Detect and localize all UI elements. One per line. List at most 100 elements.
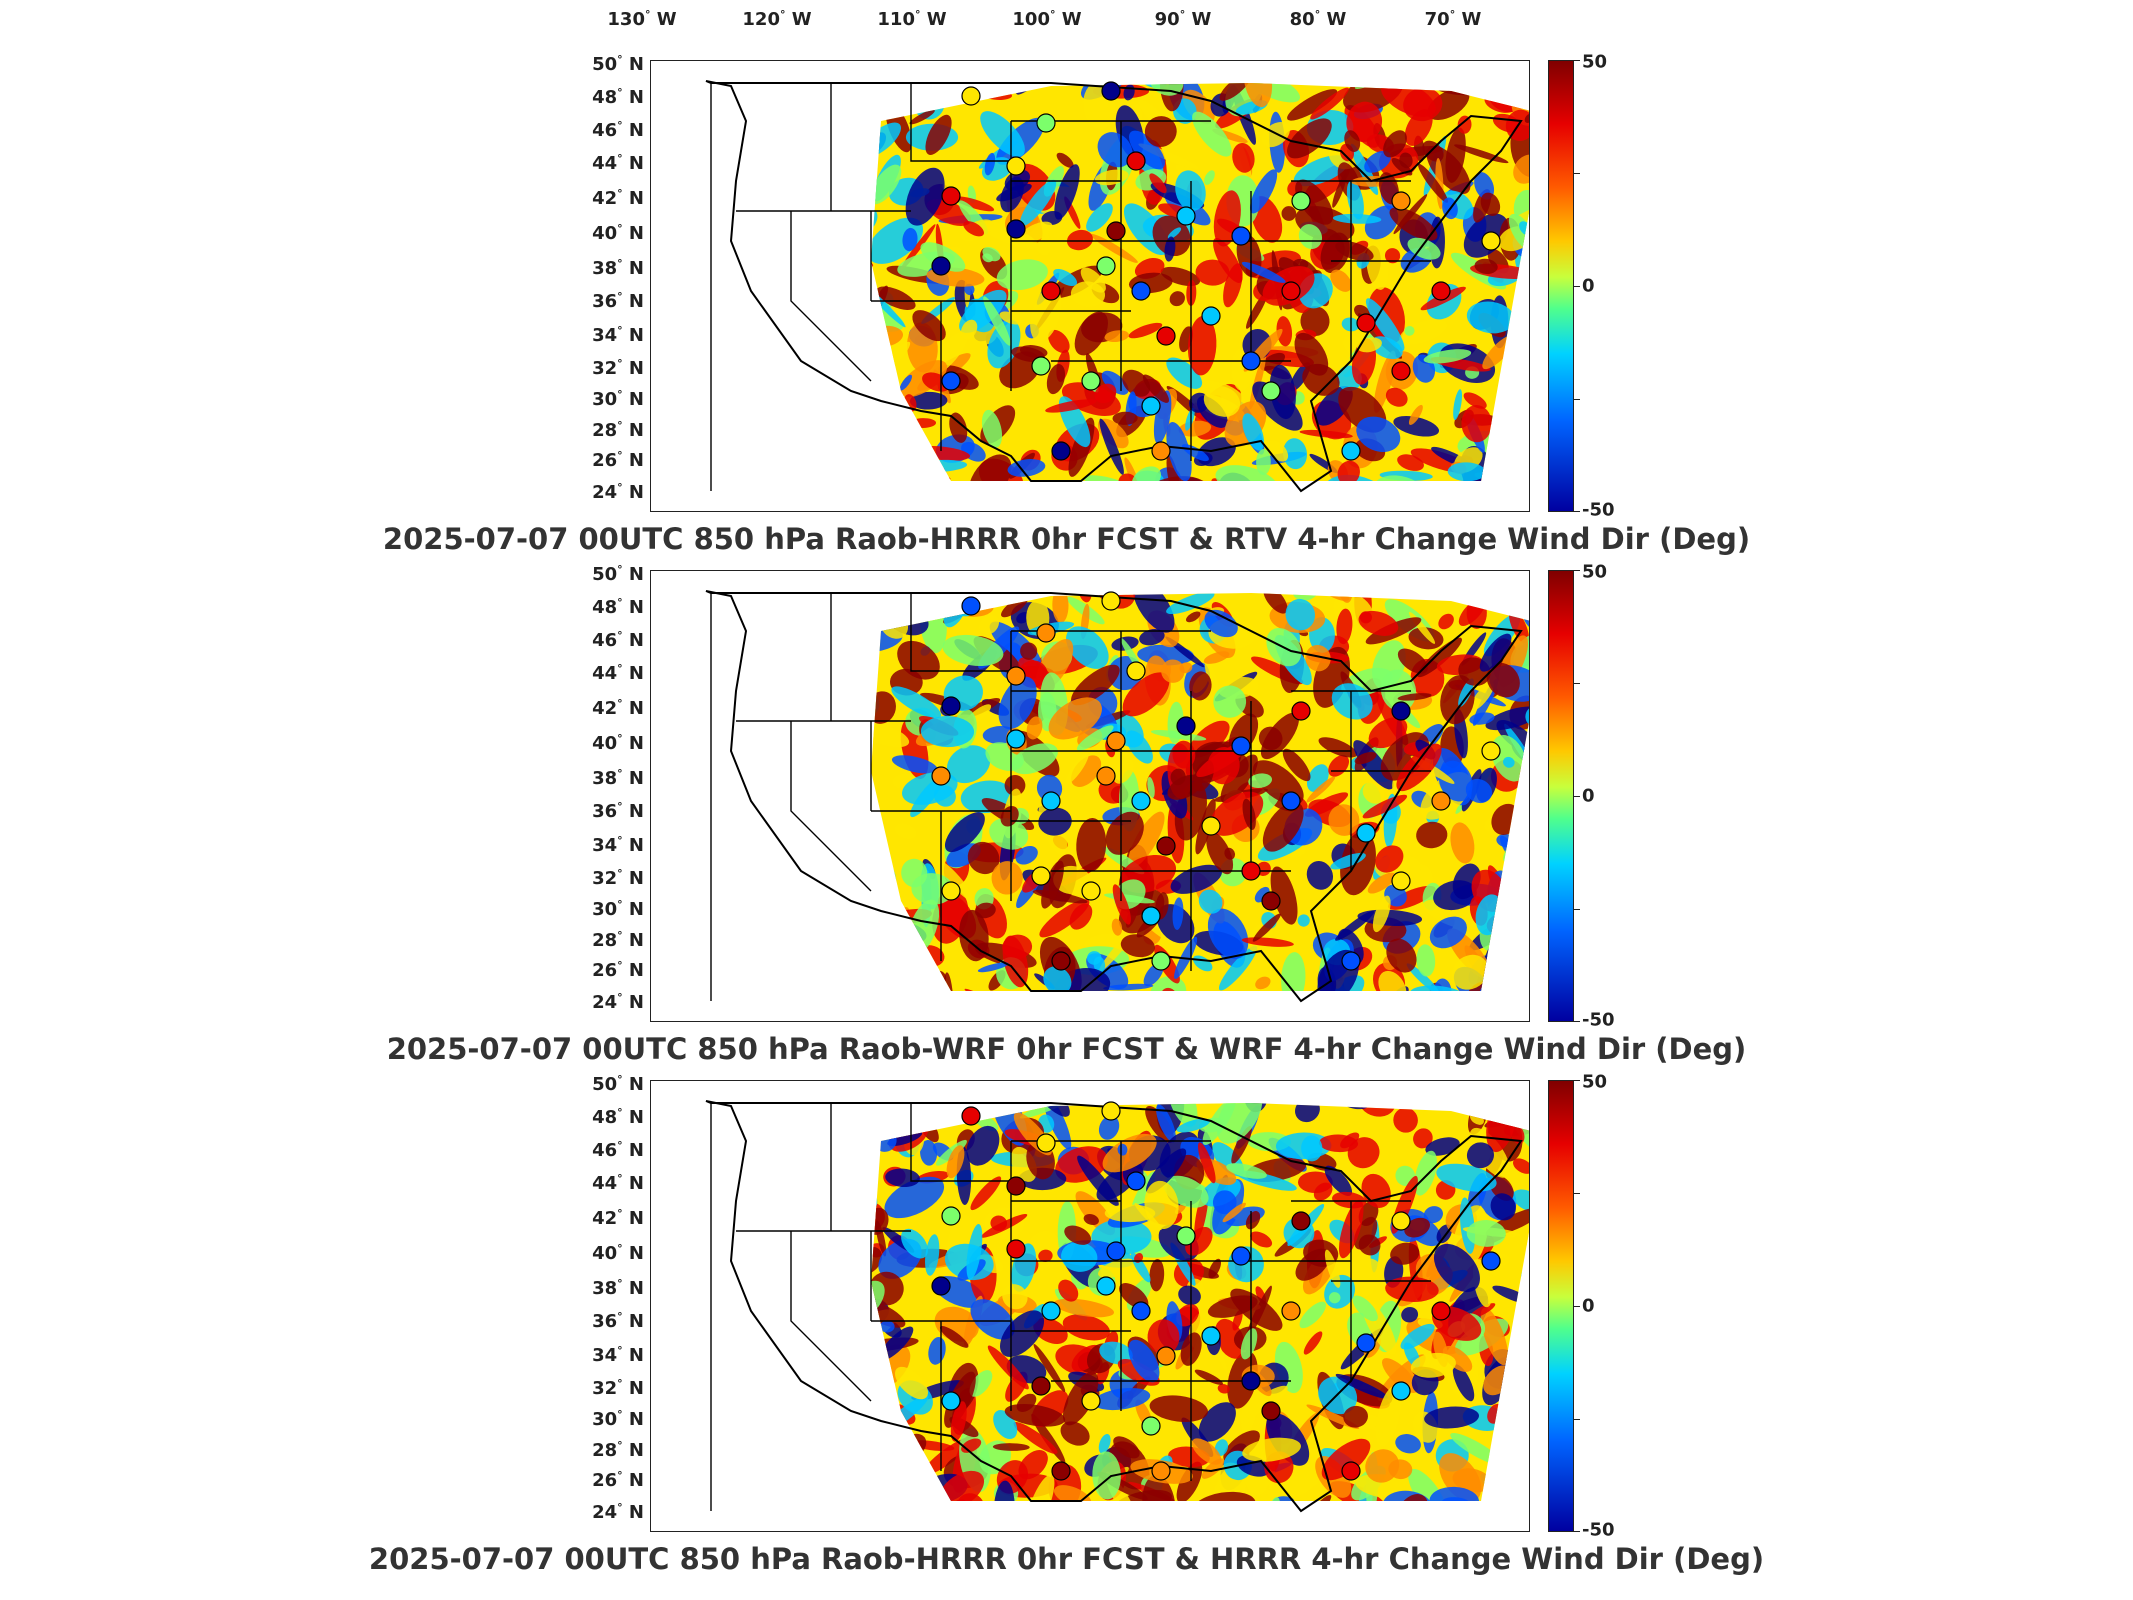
field-cell xyxy=(1489,433,1505,473)
panel-title: 2025-07-07 00UTC 850 hPa Raob-HRRR 0hr F… xyxy=(382,522,1751,556)
field-cell xyxy=(871,720,910,748)
latitude-tick-label: 30° N xyxy=(592,1408,644,1430)
field-cell xyxy=(1258,726,1283,751)
field-cell xyxy=(1466,1220,1506,1247)
field-cell xyxy=(1204,1504,1244,1525)
field-cell xyxy=(847,1117,872,1144)
field-cell xyxy=(1433,880,1477,911)
latitude-tick-label: 24° N xyxy=(592,1501,644,1523)
field-cell xyxy=(850,653,869,675)
field-cell xyxy=(1166,357,1203,389)
raob-station-marker xyxy=(1041,1301,1061,1321)
raob-station-marker xyxy=(1031,356,1051,376)
colorbar xyxy=(1548,570,1574,1022)
field-cell xyxy=(836,1180,870,1213)
latitude-tick-label: 36° N xyxy=(592,290,644,312)
field-cell xyxy=(1149,173,1167,194)
field-cell xyxy=(871,466,913,481)
raob-station-marker xyxy=(1391,361,1411,381)
raob-station-marker xyxy=(1106,731,1126,751)
field-cell xyxy=(879,1326,914,1361)
field-cell xyxy=(1112,884,1131,925)
raob-station-marker xyxy=(1126,151,1146,171)
field-cell xyxy=(1343,83,1404,113)
field-cell xyxy=(1144,116,1177,147)
field-cell xyxy=(879,1320,895,1333)
field-cell xyxy=(1250,1231,1273,1248)
state-border xyxy=(910,1103,1011,1182)
field-cell xyxy=(1469,712,1495,725)
field-cell xyxy=(1335,1373,1389,1399)
field-cell xyxy=(1099,1341,1133,1365)
field-cell xyxy=(989,818,1029,850)
panel-title: 2025-07-07 00UTC 850 hPa Raob-WRF 0hr FC… xyxy=(386,1032,1747,1066)
field-cell xyxy=(1215,465,1279,481)
field-cell xyxy=(1346,101,1383,143)
field-cell xyxy=(1191,1491,1256,1501)
colorbar-tick xyxy=(1574,1306,1580,1307)
latitude-tick-label: 44° N xyxy=(592,1172,644,1194)
field-cell xyxy=(938,1470,985,1501)
field-cell xyxy=(897,640,940,680)
field-cell xyxy=(1397,693,1432,701)
latitude-axis: 50° N 48° N 46° N 44° N 42° N 40° N 38° N 36° N… xyxy=(570,563,648,1022)
field-cell xyxy=(1321,1438,1371,1481)
field-cell xyxy=(1401,1306,1419,1323)
field-cell xyxy=(1034,478,1064,512)
field-cell xyxy=(871,1103,893,1135)
field-cell xyxy=(959,909,989,962)
field-cell xyxy=(836,1261,870,1306)
field-cell xyxy=(871,1495,885,1501)
field-cell xyxy=(1297,914,1310,927)
raob-station-marker xyxy=(1241,351,1261,371)
raob-station-marker xyxy=(1281,1301,1301,1321)
field-cell xyxy=(1393,415,1440,437)
field-cell xyxy=(1502,1495,1529,1501)
field-cell xyxy=(871,839,881,863)
field-cell xyxy=(1520,1297,1529,1313)
field-cell xyxy=(1262,801,1304,852)
field-cell xyxy=(1033,1343,1066,1392)
field-cell xyxy=(871,158,877,181)
field-cell xyxy=(970,1176,1002,1211)
field-cell xyxy=(1506,385,1529,443)
field-cell xyxy=(1364,150,1391,173)
colorbar-min-label: -50 xyxy=(1582,1519,1615,1541)
field-cell xyxy=(1466,1142,1494,1169)
field-cell xyxy=(1513,1118,1529,1165)
field-cell xyxy=(1066,626,1109,669)
field-cell xyxy=(1161,659,1185,683)
field-cell xyxy=(1438,760,1473,802)
latitude-tick-label: 46° N xyxy=(592,119,644,141)
field-cell xyxy=(1344,130,1361,152)
raob-station-marker xyxy=(1006,1176,1026,1196)
field-cell xyxy=(882,439,897,481)
field-cell xyxy=(871,956,901,988)
field-cell xyxy=(928,83,954,104)
field-cell xyxy=(990,1215,1008,1232)
field-cell xyxy=(1204,170,1215,185)
field-cell xyxy=(1511,1385,1529,1412)
field-cell xyxy=(1501,939,1513,955)
raob-station-marker xyxy=(1391,871,1411,891)
field-cell xyxy=(1094,383,1117,404)
latitude-tick-label: 38° N xyxy=(592,767,644,789)
raob-station-marker xyxy=(1156,836,1176,856)
colorbar-max-label: 50 xyxy=(1582,1071,1608,1093)
field-cell xyxy=(946,745,991,784)
field-cell xyxy=(1508,608,1529,644)
latitude-tick-label: 42° N xyxy=(592,697,644,719)
field-cell xyxy=(839,1100,872,1142)
field-cell xyxy=(1019,1103,1075,1119)
field-cell xyxy=(1245,1211,1261,1230)
field-cell xyxy=(1002,935,1029,988)
raob-station-marker xyxy=(1481,231,1501,251)
field-cell xyxy=(887,423,919,456)
field-cell xyxy=(1076,817,1107,872)
field-cell xyxy=(1416,944,1436,977)
field-cell xyxy=(1491,453,1527,479)
field-cell xyxy=(1052,593,1069,624)
colorbar-tick xyxy=(1574,286,1580,287)
field-cell xyxy=(1230,1288,1283,1331)
raob-station-marker xyxy=(1291,701,1311,721)
